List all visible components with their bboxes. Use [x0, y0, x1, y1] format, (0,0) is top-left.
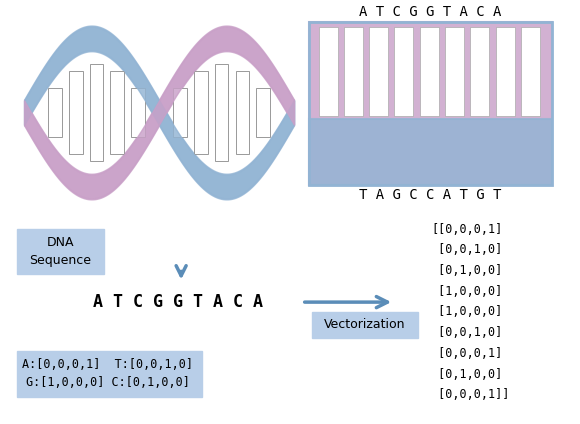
Text: A:[0,0,0,1]  T:[0,0,1,0]: A:[0,0,0,1] T:[0,0,1,0]	[22, 358, 193, 371]
Bar	[470, 27, 490, 117]
Text: [[0,0,0,1]: [[0,0,0,1]	[432, 223, 503, 235]
Text: [1,0,0,0]: [1,0,0,0]	[432, 306, 503, 318]
Bar	[309, 120, 552, 184]
Bar	[17, 351, 202, 397]
Text: [0,1,0,0]: [0,1,0,0]	[432, 264, 503, 277]
Bar	[194, 71, 208, 154]
Bar	[110, 71, 124, 154]
Text: [0,0,0,1]]: [0,0,0,1]]	[432, 388, 510, 402]
Bar	[131, 89, 145, 137]
Bar	[48, 89, 61, 137]
Text: [0,0,1,0]: [0,0,1,0]	[432, 243, 503, 256]
Text: DNA
Sequence: DNA Sequence	[30, 236, 92, 267]
Bar	[256, 89, 270, 137]
Text: Vectorization: Vectorization	[324, 318, 405, 331]
Text: [0,1,0,0]: [0,1,0,0]	[432, 368, 503, 381]
Bar	[309, 22, 552, 184]
Text: [0,0,1,0]: [0,0,1,0]	[432, 326, 503, 339]
Bar	[235, 71, 249, 154]
Bar	[173, 89, 187, 137]
Text: T A G C C A T G T: T A G C C A T G T	[359, 187, 502, 201]
Bar	[369, 27, 388, 117]
Text: A T C G G T A C A: A T C G G T A C A	[359, 5, 502, 19]
Text: G:[1,0,0,0] C:[0,1,0,0]: G:[1,0,0,0] C:[0,1,0,0]	[26, 376, 190, 389]
Bar	[445, 27, 464, 117]
Bar	[394, 27, 414, 117]
Bar	[90, 64, 103, 161]
Bar	[309, 22, 552, 184]
Bar	[318, 27, 338, 117]
Bar	[215, 64, 229, 161]
Text: [0,0,0,1]: [0,0,0,1]	[432, 347, 503, 360]
Bar	[17, 229, 104, 274]
Bar	[420, 27, 438, 117]
Bar	[521, 27, 540, 117]
Bar	[311, 312, 418, 338]
Text: A T C G G T A C A: A T C G G T A C A	[93, 293, 263, 311]
Bar	[496, 27, 514, 117]
Bar	[69, 71, 82, 154]
Bar	[344, 27, 363, 117]
Text: [1,0,0,0]: [1,0,0,0]	[432, 285, 503, 298]
